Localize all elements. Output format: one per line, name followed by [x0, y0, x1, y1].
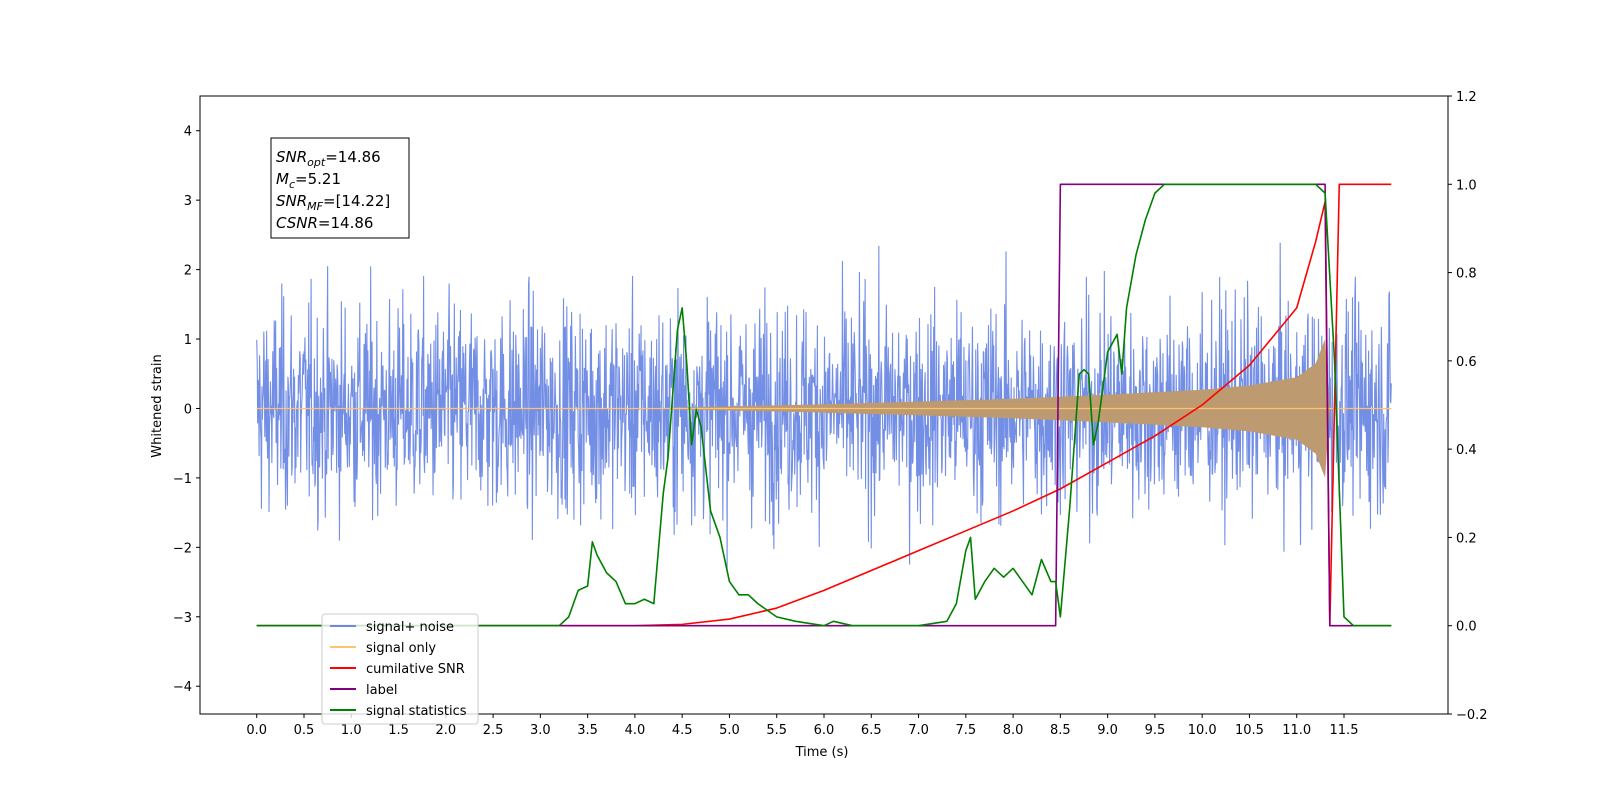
x-tick-label: 4.0: [625, 723, 646, 738]
y-tick-label: 4: [184, 125, 192, 140]
y2-tick-label: 1.2: [1456, 90, 1477, 105]
x-tick-label: 11.5: [1330, 723, 1359, 738]
info-box: SNRopt=14.86Mc=5.21SNRMF=[14.22]CSNR=14.…: [270, 137, 410, 239]
x-tick-label: 7.5: [955, 723, 976, 738]
legend-label: cumilative SNR: [366, 662, 465, 677]
x-tick-label: 8.0: [1003, 723, 1024, 738]
legend-label: signal+ noise: [366, 620, 454, 635]
y-tick-label: −1: [173, 472, 192, 487]
y-tick-label: −3: [173, 611, 192, 626]
x-axis: 0.0 0.5 1.0 1.5 2.0 2.5 3.0 3.5 4.0 4.5 5.0 5.5 6.0 6…: [246, 714, 1358, 738]
y-tick-label: 1: [184, 333, 192, 348]
legend-label: label: [366, 683, 397, 698]
x-tick-label: 1.0: [341, 723, 362, 738]
y-tick-label: 2: [184, 264, 192, 279]
x-tick-label: 3.0: [530, 723, 551, 738]
x-tick-label: 10.5: [1235, 723, 1264, 738]
x-tick-label: 3.5: [577, 723, 598, 738]
x-tick-label: 5.0: [719, 723, 740, 738]
x-tick-label: 8.5: [1050, 723, 1071, 738]
x-axis-label: Time (s): [795, 745, 849, 760]
x-tick-label: 2.5: [483, 723, 504, 738]
y-tick-label: −4: [173, 680, 192, 695]
x-tick-label: 9.0: [1097, 723, 1118, 738]
y-axis-right: 1.2 1.0 0.8 0.6 0.4 0.2 0.0 −0.2: [1448, 90, 1488, 723]
x-tick-label: 7.0: [908, 723, 929, 738]
series-cumulative-snr: [256, 183, 1392, 627]
x-tick-label: 4.5: [672, 723, 693, 738]
y2-tick-label: 0.2: [1456, 531, 1477, 546]
y2-tick-label: 1.0: [1456, 178, 1477, 193]
info-line: SNRMF=[14.22]: [276, 192, 390, 213]
series-layer: [256, 183, 1392, 627]
x-tick-label: 10.0: [1188, 723, 1217, 738]
legend: signal+ noise signal only cumilative SNR la…: [321, 613, 479, 725]
y-axis-left: 4 3 2 1 0 −1 −2 −3 −4: [173, 125, 200, 695]
y2-tick-label: 0.6: [1456, 355, 1477, 370]
x-tick-label: 0.5: [294, 723, 315, 738]
y-tick-label: 0: [184, 402, 192, 417]
x-tick-label: 9.5: [1145, 723, 1166, 738]
series-signal-noise: [256, 242, 1392, 572]
x-tick-label: 11.0: [1282, 723, 1311, 738]
info-line: SNRopt=14.86: [276, 148, 381, 169]
y2-tick-label: 0.0: [1456, 620, 1477, 635]
x-tick-label: 6.5: [861, 723, 882, 738]
y-axis-label: Whitened strain: [150, 354, 165, 457]
y2-tick-label: 0.8: [1456, 267, 1477, 282]
info-box-frame: [270, 137, 410, 239]
series-signal-statistics: [256, 183, 1392, 627]
x-tick-label: 6.0: [814, 723, 835, 738]
info-line: CSNR=14.86: [276, 214, 373, 232]
x-tick-label: 0.0: [246, 723, 267, 738]
x-tick-label: 5.5: [766, 723, 787, 738]
y2-tick-label: −0.2: [1456, 708, 1488, 723]
legend-label: signal only: [366, 641, 436, 656]
legend-label: signal statistics: [366, 704, 467, 719]
y-tick-label: −2: [173, 541, 192, 556]
info-line: Mc=5.21: [276, 170, 341, 191]
y2-tick-label: 0.4: [1456, 443, 1477, 458]
legend-frame: [321, 613, 479, 725]
y-tick-label: 3: [184, 194, 192, 209]
x-tick-label: 1.5: [388, 723, 409, 738]
x-tick-label: 2.0: [435, 723, 456, 738]
